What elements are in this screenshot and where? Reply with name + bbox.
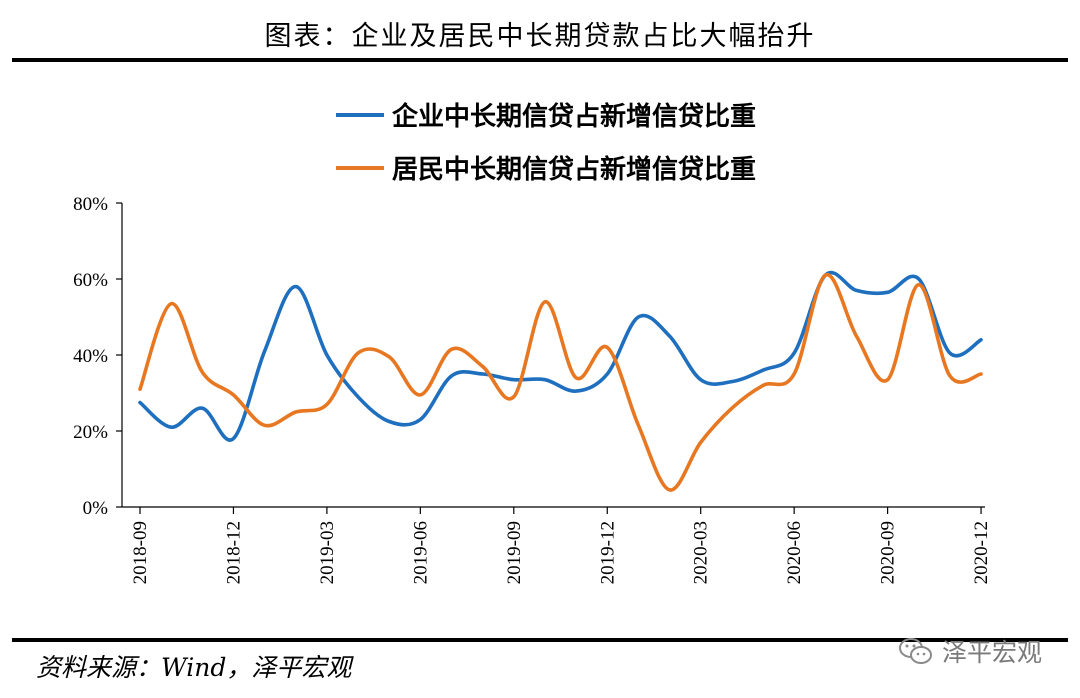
x-tick-label: 2019-03	[317, 521, 338, 584]
x-tick-label: 2018-09	[130, 521, 151, 584]
y-tick-label: 20%	[73, 422, 108, 443]
x-tick-label: 2018-12	[223, 521, 244, 584]
y-tick-label: 80%	[73, 194, 108, 215]
watermark: 泽平宏观	[898, 636, 1043, 667]
x-tick-label: 2020-09	[878, 521, 899, 584]
legend-label-2: 居民中长期信贷占新增信贷比重	[392, 154, 756, 185]
x-tick-label: 2019-09	[504, 521, 525, 584]
x-tick-label: 2020-12	[971, 521, 992, 584]
wechat-icon	[899, 638, 932, 664]
y-tick-label: 40%	[73, 346, 108, 367]
x-tick-label: 2020-03	[691, 521, 712, 584]
x-tick-label: 2020-06	[784, 521, 805, 584]
x-tick-label: 2019-12	[597, 521, 618, 584]
source-note: 资料来源：Wind，泽平宏观	[36, 653, 352, 682]
y-tick-label: 0%	[83, 498, 109, 519]
chart-title: 图表：企业及居民中长期贷款占比大幅抬升	[264, 21, 816, 52]
watermark-text: 泽平宏观	[942, 638, 1043, 667]
legend-label-1: 企业中长期信贷占新增信贷比重	[392, 101, 756, 132]
title-rule	[12, 58, 1068, 62]
series-line-2	[138, 273, 983, 492]
x-tick-label: 2019-06	[410, 521, 431, 584]
y-tick-label: 60%	[73, 270, 108, 291]
series-line-1	[138, 270, 983, 442]
footer-rule	[12, 638, 1068, 642]
